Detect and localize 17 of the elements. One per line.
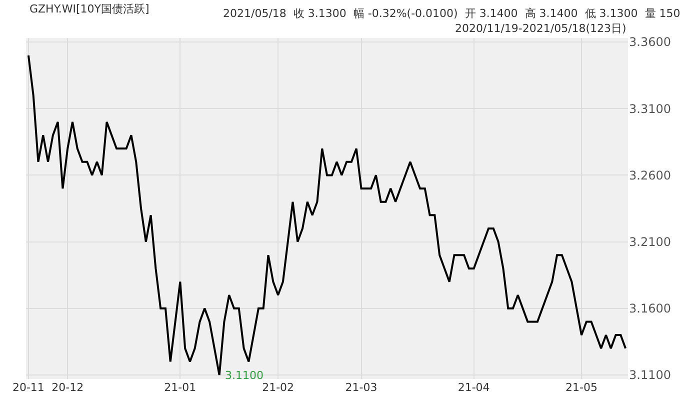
y-tick-label: 3.3100 — [629, 102, 671, 116]
x-tick-label: 20-11 — [12, 381, 44, 394]
x-tick-label: 21-02 — [262, 381, 294, 394]
y-tick-label: 3.1600 — [629, 302, 671, 316]
y-tick-label: 3.2100 — [629, 235, 671, 249]
x-tick-label: 21-03 — [345, 381, 378, 394]
x-tick-label: 21-05 — [566, 381, 598, 394]
y-tick-label: 3.1100 — [629, 368, 671, 382]
y-tick-label: 3.2600 — [629, 168, 671, 182]
chart-subtitle: 2021/05/18 收 3.1300 幅 -0.32%(-0.0100) 开 3.1400 高 3.1400 低 3.1300 量 150 — [223, 7, 680, 20]
y-tick-label: 3.3600 — [629, 35, 671, 50]
x-tick-label: 21-01 — [164, 381, 196, 394]
annotation: 3.1100 — [225, 369, 264, 382]
x-tick-label: 20-12 — [52, 381, 84, 394]
x-tick-label: 21-04 — [458, 381, 490, 394]
text: 2020/11/19-2021/05/18(123日) — [455, 22, 626, 35]
chart-title: GZHY.WI[10Y国债活跃] — [30, 2, 150, 16]
